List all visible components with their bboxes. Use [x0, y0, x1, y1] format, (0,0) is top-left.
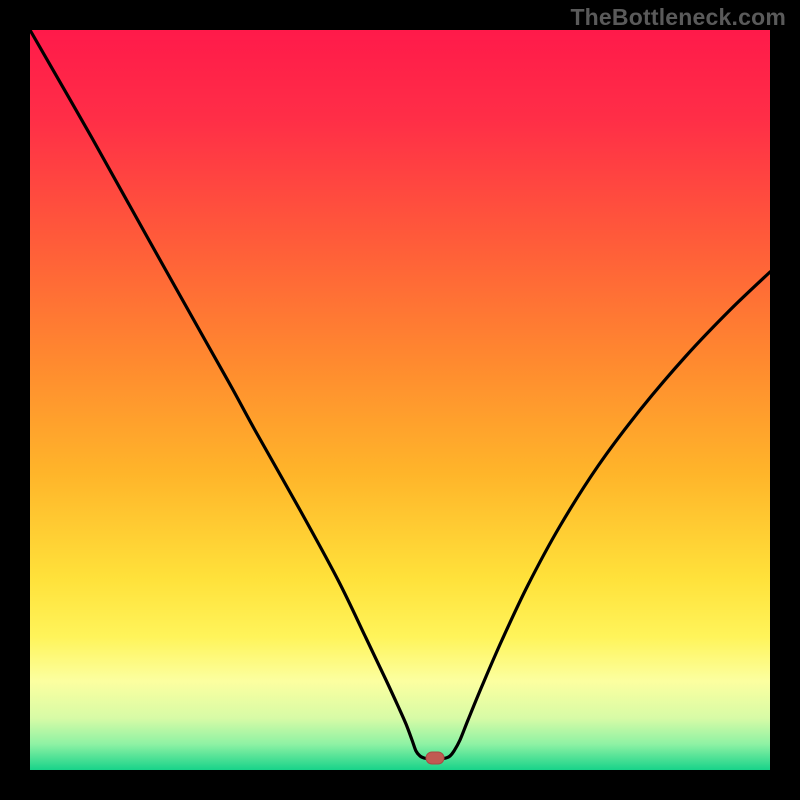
plot-background — [30, 30, 770, 770]
bottleneck-chart — [0, 0, 800, 800]
minimum-marker — [426, 752, 444, 764]
chart-frame: TheBottleneck.com — [0, 0, 800, 800]
watermark-text: TheBottleneck.com — [570, 4, 786, 31]
